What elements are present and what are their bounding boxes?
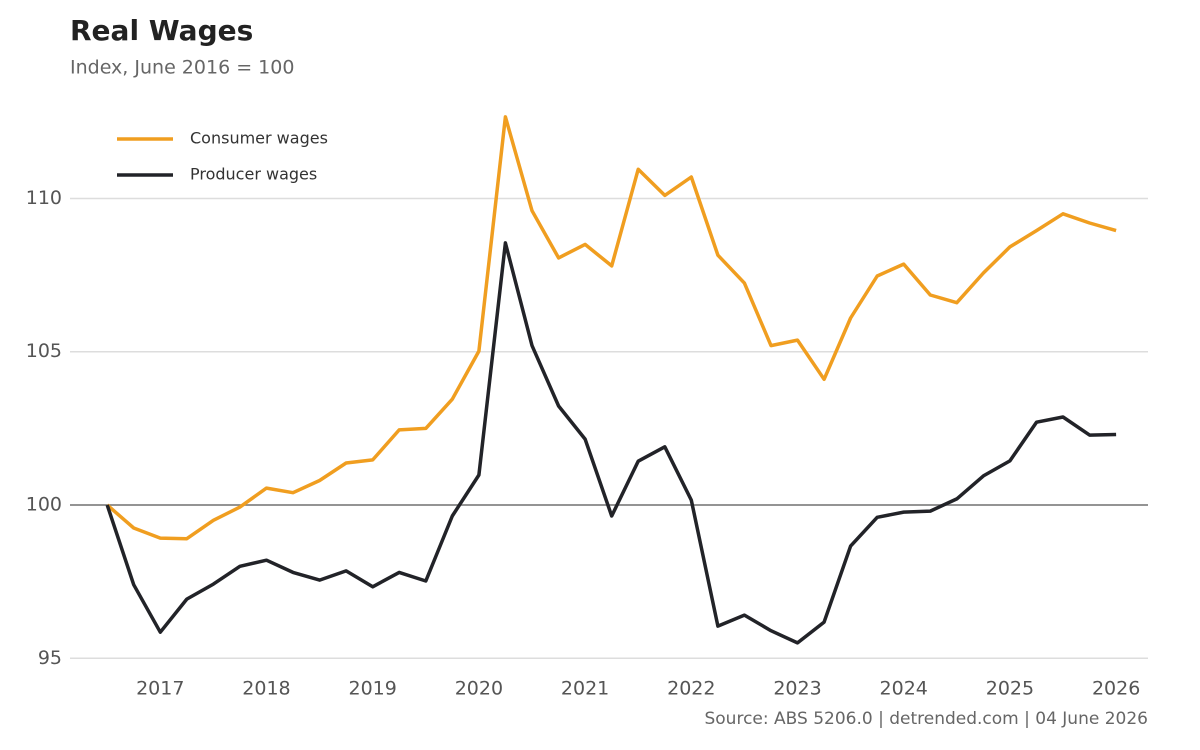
x-tick-label: 2025	[986, 678, 1034, 700]
legend-label: Consumer wages	[190, 129, 328, 148]
x-tick-label: 2022	[667, 678, 715, 700]
x-tick-label: 2026	[1092, 678, 1140, 700]
y-tick-label: 110	[26, 187, 62, 209]
x-tick-label: 2017	[136, 678, 184, 700]
y-tick-label: 105	[26, 340, 62, 362]
series-line	[105, 241, 1117, 645]
x-tick-label: 2018	[242, 678, 290, 700]
x-tick-label: 2020	[455, 678, 503, 700]
x-tick-label: 2021	[561, 678, 609, 700]
x-tick-label: 2023	[773, 678, 821, 700]
y-tick-label: 100	[26, 494, 62, 516]
chart-subtitle: Index, June 2016 = 100	[70, 57, 294, 79]
legend-label: Producer wages	[190, 165, 317, 184]
source: Source: ABS 5206.0 | detrended.com | 04 …	[704, 709, 1148, 729]
y-tick-label: 95	[38, 647, 62, 669]
x-tick-label: 2024	[880, 678, 928, 700]
x-tick-label: 2019	[349, 678, 397, 700]
chart-title: Real Wages	[70, 14, 253, 47]
series-line	[106, 115, 1117, 541]
